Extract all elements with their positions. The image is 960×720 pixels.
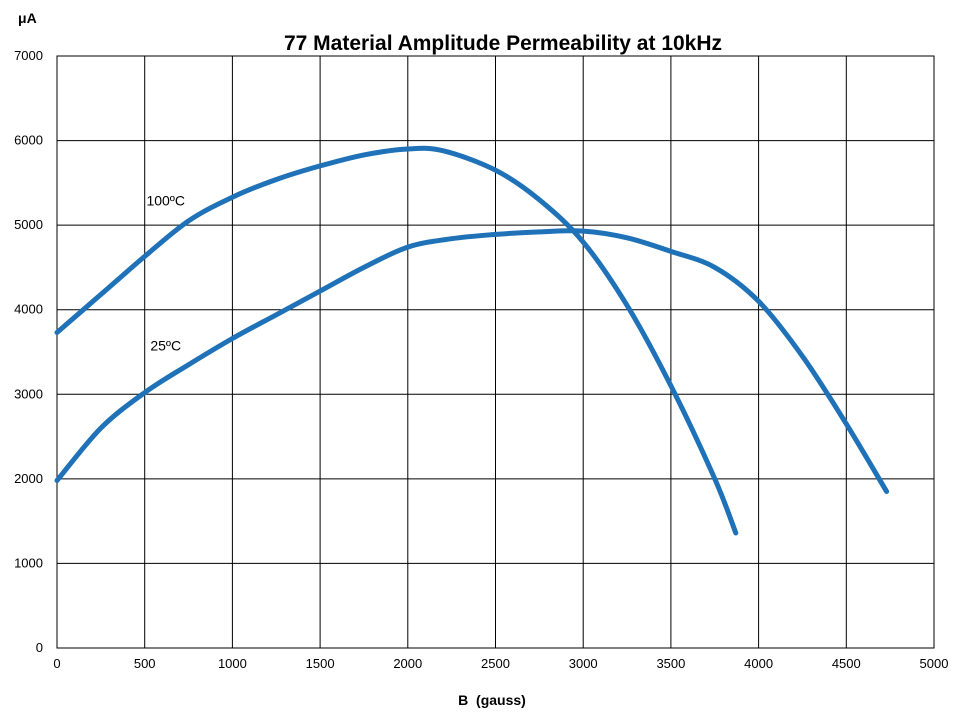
series-annotation: 100ºC [146,193,185,209]
x-tick-label: 5000 [920,656,949,671]
x-tick-label: 2000 [393,656,422,671]
y-axis-label: μA [18,10,37,26]
series-annotation: 25ºC [150,337,181,353]
y-tick-label: 3000 [14,386,43,401]
series-annotations: 100ºC 25ºC [146,193,185,354]
y-tick-label: 1000 [14,555,43,570]
y-tick-label: 2000 [14,471,43,486]
series-line-25c [54,228,890,494]
x-tick-label: 2500 [481,656,510,671]
x-tick-label: 3500 [656,656,685,671]
x-tick-labels: 0 500 1000 1500 2000 2500 3000 3500 4000 4500 5000 [53,656,948,671]
x-axis-label: B (gauss) [458,692,526,708]
series-line-100c [54,145,739,536]
x-tick-label: 1500 [306,656,335,671]
x-tick-label: 0 [53,656,60,671]
plot-area-frame [56,55,935,649]
y-tick-label: 7000 [14,48,43,63]
x-tick-label: 4000 [744,656,773,671]
x-tick-label: 3000 [569,656,598,671]
y-tick-label: 6000 [14,133,43,148]
y-tick-label: 5000 [14,217,43,232]
y-tick-label: 0 [36,640,43,655]
x-tick-label: 500 [134,656,156,671]
x-tick-label: 1000 [218,656,247,671]
y-tick-labels: 0 1000 2000 3000 4000 5000 6000 7000 [14,48,43,655]
chart-title: 77 Material Amplitude Permeability at 10… [284,32,722,55]
x-tick-label: 4500 [832,656,861,671]
series-lines [54,145,890,536]
y-tick-label: 4000 [14,302,43,317]
